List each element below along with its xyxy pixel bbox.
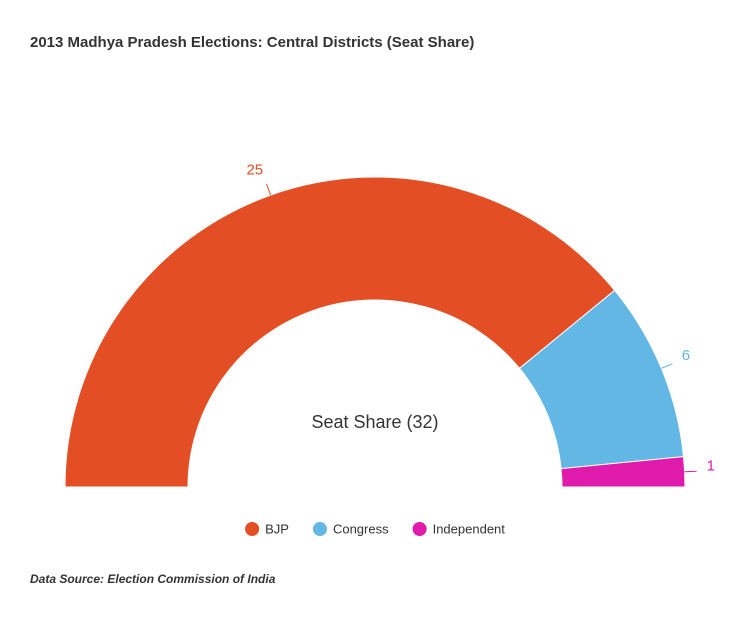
legend-label: BJP <box>265 521 289 536</box>
chart-title: 2013 Madhya Pradesh Elections: Central D… <box>30 34 474 51</box>
legend-marker <box>312 522 327 536</box>
center-label: Seat Share (32) <box>311 412 438 432</box>
leader-line <box>266 183 272 196</box>
leader-line <box>661 363 673 369</box>
source: Data Source: Election Commission of Indi… <box>30 572 276 586</box>
legend-marker <box>245 522 260 536</box>
legend-marker <box>412 522 427 536</box>
data-label: 6 <box>682 347 690 364</box>
data-label: 25 <box>246 161 263 178</box>
data-label: 1 <box>707 458 715 475</box>
legend-label: Congress <box>333 521 389 536</box>
slice <box>64 176 616 488</box>
slice <box>560 456 686 488</box>
leader-line <box>684 470 697 473</box>
legend-label: Independent <box>433 521 506 536</box>
